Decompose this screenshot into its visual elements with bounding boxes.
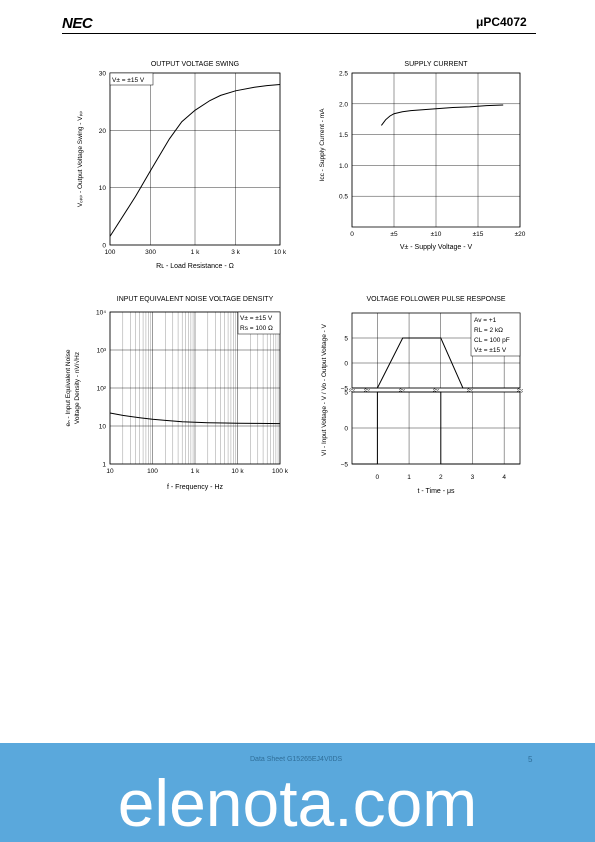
x-tick-label: 1 (407, 474, 411, 481)
axis-break-mark (466, 388, 474, 393)
y-tick-label: 1 (102, 462, 106, 469)
y-tick-label: 20 (99, 128, 107, 135)
chart1-series-line (109, 84, 281, 237)
x-tick-label: 3 k (231, 249, 240, 256)
x-tick-label: ±20 (515, 231, 526, 238)
y-tick-label: 5 (344, 390, 348, 397)
x-tick-label: ±5 (390, 231, 398, 238)
chart2-xlabel: V± - Supply Voltage - V (400, 244, 473, 251)
y-tick-label: 2.5 (339, 71, 348, 78)
x-tick-label: 1 k (191, 468, 200, 475)
chart4-annotation-rl: RL = 2 kΩ (474, 327, 503, 334)
x-tick-label: 0 (376, 474, 380, 481)
chart1-annotation: V± = ±15 V (112, 77, 145, 84)
axis-break-mark (348, 388, 356, 393)
chart1-annotation-box (109, 72, 154, 86)
x-tick-label: 100 (147, 468, 158, 475)
x-tick-label: 300 (145, 249, 156, 256)
chart2-frame (351, 72, 521, 228)
chart-supply-current: SUPPLY CURRENT 0 ±5 ±10 ±15 ±20 0.5 1.0 1.5 2.0 2… (319, 61, 526, 251)
x-tick-label: 10 k (274, 249, 287, 256)
y-tick-label: 10² (97, 386, 107, 393)
chart3-series-line (109, 412, 281, 425)
chart4-annotation-cl: CL = 100 pF (474, 337, 510, 344)
x-tick-label: 2 (439, 474, 443, 481)
chart-pulse-response: VOLTAGE FOLLOWER PULSE RESPONSE −505−505… (321, 296, 524, 495)
chart4-title: VOLTAGE FOLLOWER PULSE RESPONSE (367, 296, 506, 303)
chart4-ylabel: VI - Input Voltage - V / Vo - Output Vol… (321, 323, 328, 456)
nec-logo: NEC (62, 15, 93, 32)
chart4-annotation-supply: V± = ±15 V (474, 347, 507, 354)
chart1-ylabel: Vₒₚₚ - Output Voltage Swing - Vₚₚ (77, 111, 84, 208)
footer-banner: Data Sheet G15265EJ4V0DS 5 elenota.com (0, 743, 595, 842)
x-tick-label: 1 k (191, 249, 200, 256)
x-tick-label: 10 (106, 468, 114, 475)
chart3-ylabel-line1: eₙ - Input Equivalent Noise (65, 349, 72, 426)
doc-number: Data Sheet G15265EJ4V0DS (250, 756, 343, 763)
chart1-frame (109, 72, 281, 246)
chart1-xlabel: Rʟ - Load Resistance - Ω (156, 263, 234, 270)
x-tick-label: 100 (105, 249, 116, 256)
y-tick-label: 10 (99, 424, 107, 431)
chart4-annotation-box (470, 312, 521, 357)
y-tick-label: 5 (344, 336, 348, 343)
chart3-ylabel-line2: Voltage Density - nV/√Hz (73, 352, 81, 424)
chart3-frame (109, 311, 281, 465)
watermark-brand: elenota.com (117, 766, 478, 840)
chart2-title: SUPPLY CURRENT (404, 61, 468, 68)
chart1-title: OUTPUT VOLTAGE SWING (151, 61, 239, 68)
y-tick-label: 0 (102, 243, 106, 250)
chart3-annotation-rs: Rs = 100 Ω (240, 325, 273, 332)
y-tick-label: 10 (99, 185, 107, 192)
page-number: 5 (528, 755, 533, 764)
y-tick-label: 30 (99, 71, 107, 78)
x-tick-label: ±15 (473, 231, 484, 238)
x-tick-label: ±10 (431, 231, 442, 238)
x-tick-label: 0 (350, 231, 354, 238)
chart2-tick-labels: 0 ±5 ±10 ±15 ±20 0.5 1.0 1.5 2.0 2.5 (339, 71, 526, 239)
y-tick-label: 0 (344, 361, 348, 368)
chart2-ylabel: Icc - Supply Current - mA (319, 108, 326, 182)
y-tick-label: 10⁴ (96, 310, 106, 317)
chart3-xlabel: f - Frequency - Hz (167, 484, 224, 491)
chart-noise-voltage-density: INPUT EQUIVALENT NOISE VOLTAGE DENSITY 1… (65, 296, 289, 491)
y-tick-label: 2.0 (339, 101, 348, 108)
chart4-annotation-gain: Av = +1 (474, 317, 497, 324)
chart3-annotation-box (237, 311, 281, 335)
chart4-xlabel: t - Time - μs (417, 488, 455, 495)
axis-break-mark (363, 388, 371, 393)
y-tick-label: 1.0 (339, 163, 348, 170)
axis-break-mark (516, 388, 524, 393)
chart1-tick-labels: 100 300 1 k 3 k 10 k 0 10 20 30 (99, 71, 287, 257)
x-tick-label: 100 k (272, 468, 289, 475)
chart3-grid (109, 311, 281, 465)
y-tick-label: −5 (341, 462, 349, 469)
x-tick-label: 4 (502, 474, 506, 481)
y-tick-label: 1.5 (339, 132, 348, 139)
chart4-input-line (352, 391, 520, 465)
chart2-grid (351, 72, 521, 227)
chart3-title: INPUT EQUIVALENT NOISE VOLTAGE DENSITY (117, 296, 274, 303)
chart2-series-line (381, 104, 504, 126)
x-tick-label: 10 k (231, 468, 244, 475)
chart3-annotation-supply: V± = ±15 V (240, 315, 273, 322)
chart4-output-line (352, 337, 520, 389)
part-number: μPC4072 (476, 15, 527, 29)
x-tick-label: 3 (471, 474, 475, 481)
chart1-grid (109, 72, 281, 246)
y-tick-label: −5 (341, 386, 349, 393)
y-tick-label: 0 (344, 426, 348, 433)
header-rule (62, 33, 536, 34)
y-tick-label: 10³ (97, 348, 107, 355)
y-tick-label: 0.5 (339, 194, 348, 201)
